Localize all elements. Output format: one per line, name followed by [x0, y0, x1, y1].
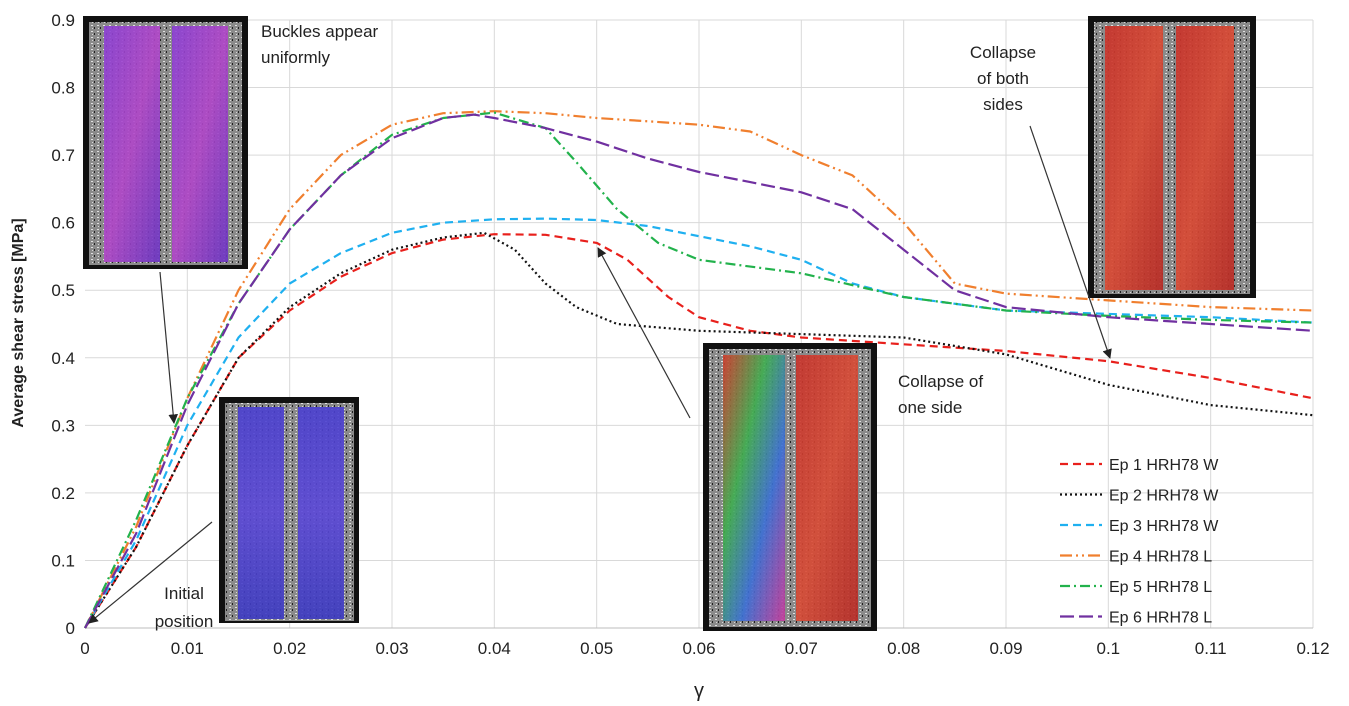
- photo-collapse-both: [1088, 16, 1256, 298]
- photo-collapse-one: [703, 343, 877, 631]
- y-tick-label: 0.8: [51, 79, 75, 98]
- legend-label-1: Ep 1 HRH78 W: [1109, 457, 1219, 474]
- y-tick-label: 0.1: [51, 551, 75, 570]
- photo-buckles: [83, 16, 248, 269]
- annotation-collapse-one-line2: one side: [898, 398, 962, 417]
- y-tick-label: 0: [66, 619, 75, 638]
- x-tick-label: 0.02: [273, 639, 306, 658]
- x-tick-label: 0.1: [1097, 639, 1121, 658]
- y-tick-label: 0.3: [51, 416, 75, 435]
- annotation-collapse-both-line3: sides: [983, 95, 1023, 114]
- x-tick-label: 0.05: [580, 639, 613, 658]
- x-tick-label: 0.08: [887, 639, 920, 658]
- legend-label-4: Ep 4 HRH78 L: [1109, 549, 1212, 566]
- annotation-buckles-line1: Buckles appear: [261, 22, 379, 41]
- legend: Ep 1 HRH78 W Ep 2 HRH78 W Ep 3 HRH78 W Ep 4…: [1060, 457, 1219, 627]
- y-tick-label: 0.6: [51, 214, 75, 233]
- annotation-buckles-line2: uniformly: [261, 48, 330, 67]
- x-tick-label: 0.09: [989, 639, 1022, 658]
- axis-ticks: 0 0.1 0.2 0.3 0.4 0.5 0.6 0.7 0.8 0.9 0 0.01 0.02 0.0…: [51, 11, 1329, 658]
- y-tick-label: 0.9: [51, 11, 75, 30]
- x-tick-label: 0.07: [785, 639, 818, 658]
- legend-label-6: Ep 6 HRH78 L: [1109, 610, 1212, 627]
- y-tick-label: 0.2: [51, 484, 75, 503]
- annotation-initial-line1: Initial: [164, 584, 204, 603]
- legend-label-5: Ep 5 HRH78 L: [1109, 579, 1212, 596]
- x-tick-label: 0.11: [1195, 639, 1227, 658]
- x-tick-label: 0.12: [1296, 639, 1329, 658]
- x-tick-label: 0.01: [171, 639, 204, 658]
- grid-lines: [85, 19, 1314, 628]
- x-tick-label: 0: [80, 639, 89, 658]
- series-line-4: [84, 110, 1314, 629]
- legend-label-2: Ep 2 HRH78 W: [1109, 488, 1219, 505]
- annotation-collapse-both-line2: of both: [977, 69, 1029, 88]
- series-line-2: [84, 231, 1314, 629]
- legend-label-3: Ep 3 HRH78 W: [1109, 518, 1219, 535]
- annotation-buckles: Buckles appear uniformly: [261, 22, 379, 67]
- annotation-collapse-one-line1: Collapse of: [898, 372, 983, 391]
- annotation-collapse-both-line1: Collapse: [970, 43, 1036, 62]
- series-lines: [84, 110, 1314, 629]
- x-axis-label: γ: [694, 680, 704, 702]
- x-tick-label: 0.04: [478, 639, 511, 658]
- arrow-buckles: [159, 271, 178, 424]
- arrow-initial: [88, 521, 213, 624]
- series-line-3: [84, 217, 1314, 629]
- series-line-1: [84, 233, 1314, 629]
- annotation-collapse-one: Collapse of one side: [898, 372, 983, 417]
- y-axis-label: Average shear stress [MPa]: [10, 218, 27, 427]
- arrow-collapse-both: [1029, 125, 1112, 359]
- y-tick-label: 0.4: [51, 349, 75, 368]
- y-tick-label: 0.7: [51, 146, 75, 165]
- annotation-collapse-both: Collapse of both sides: [970, 43, 1036, 114]
- y-tick-label: 0.5: [51, 281, 75, 300]
- x-tick-label: 0.03: [375, 639, 408, 658]
- arrow-collapse-one: [597, 247, 691, 419]
- x-tick-label: 0.06: [682, 639, 715, 658]
- photo-initial: [219, 397, 359, 623]
- annotation-initial-line2: position: [155, 612, 214, 631]
- annotation-initial: Initial position: [155, 584, 214, 631]
- annotation-arrows: [88, 125, 1112, 624]
- series-line-6: [84, 113, 1314, 629]
